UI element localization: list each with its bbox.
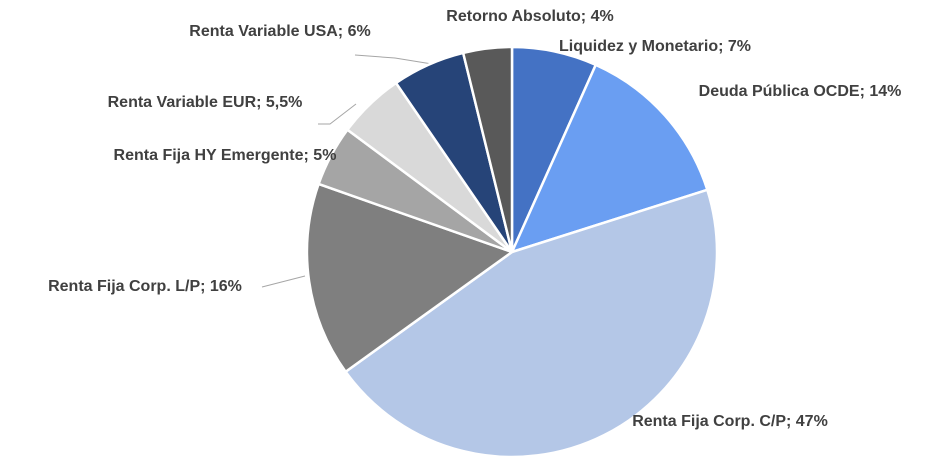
pie-slice	[343, 188, 719, 459]
leader-line	[318, 103, 357, 125]
slice-label: Renta Variable EUR; 5,5%	[108, 94, 303, 111]
slice-label: Renta Fija Corp. L/P; 16%	[48, 278, 242, 295]
leader-line	[261, 275, 306, 288]
slice-label: Retorno Absoluto; 4%	[446, 8, 613, 25]
pie-slice	[461, 45, 514, 253]
slice-label: Renta Fija HY Emergente; 5%	[114, 147, 337, 164]
slice-label: Renta Fija Corp. C/P; 47%	[632, 413, 828, 430]
pie-slice	[305, 182, 515, 374]
slice-label: Deuda Pública OCDE; 14%	[699, 83, 902, 100]
leader-line	[354, 54, 433, 65]
leader-lines	[261, 54, 433, 288]
slice-label: Liquidez y Monetario; 7%	[559, 38, 751, 55]
slice-label: Renta Variable USA; 6%	[189, 23, 370, 40]
